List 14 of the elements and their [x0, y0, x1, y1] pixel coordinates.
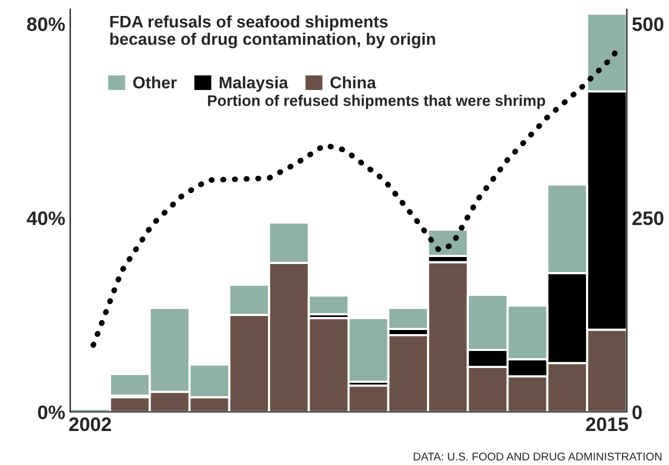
y2-tick-label: 500 — [632, 17, 664, 32]
x-tick-label: 2002 — [69, 417, 111, 432]
legend-label: China — [330, 76, 376, 88]
y-tick-label: 40% — [26, 211, 65, 226]
text: DATA: U.S. FOOD AND DRUG ADMINISTRATION — [414, 452, 662, 460]
y-tick-label: 0% — [38, 405, 65, 420]
y2-tick-label: 250 — [632, 211, 664, 226]
annotation: Portion of refused shipments that were shrimp — [208, 94, 546, 110]
text: FDA refusals of seafood shipments because of drug contamination, by origin — [110, 15, 436, 48]
y2-tick-label: 0 — [632, 405, 642, 420]
legend-label: Other — [133, 76, 177, 88]
y-tick-label: 80% — [27, 17, 65, 32]
legend-label: Malaysia — [220, 76, 288, 92]
x-tick-label: 2015 — [586, 417, 628, 432]
